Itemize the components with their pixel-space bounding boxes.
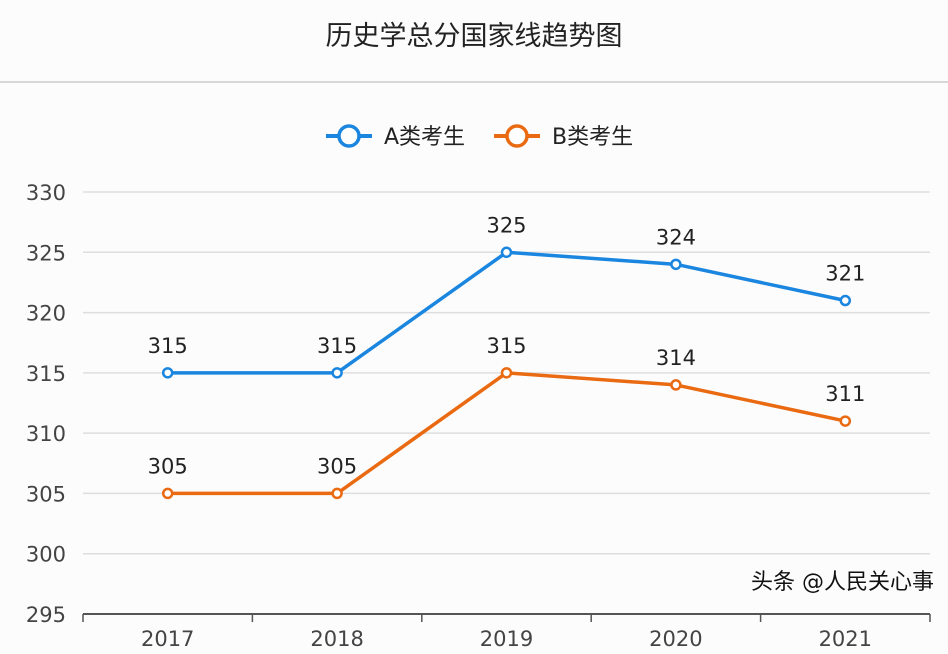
legend-label: B类考生 — [552, 125, 633, 150]
x-tick-label: 2020 — [649, 627, 702, 651]
data-point — [670, 258, 682, 271]
data-point — [161, 367, 174, 379]
y-tick-label: 310 — [26, 422, 66, 446]
data-label: 305 — [148, 454, 188, 478]
data-label: 321 — [825, 262, 865, 286]
title-divider — [0, 81, 948, 83]
data-point — [331, 367, 343, 379]
x-tick-label: 2017 — [141, 627, 194, 651]
x-tick-label: 2021 — [819, 627, 872, 651]
y-tick-label: 320 — [26, 302, 66, 326]
data-point — [839, 415, 852, 427]
y-tick-label: 305 — [26, 482, 66, 506]
legend-marker — [505, 124, 529, 148]
data-point — [500, 246, 513, 259]
y-tick-label: 330 — [26, 181, 66, 205]
data-label: 315 — [486, 334, 526, 358]
data-point — [670, 379, 682, 391]
data-point — [500, 367, 513, 379]
y-tick-label: 295 — [26, 603, 66, 627]
x-tick-label: 2018 — [310, 627, 363, 651]
legend-marker — [337, 124, 361, 148]
y-tick-label: 325 — [26, 241, 66, 265]
data-point — [161, 487, 174, 500]
data-label: 325 — [486, 213, 526, 237]
data-label: 315 — [317, 334, 357, 358]
watermark: 头条 @人民关心事 — [751, 570, 934, 595]
y-tick-label: 300 — [26, 543, 66, 567]
y-tick-label: 315 — [26, 362, 66, 386]
data-label: 324 — [656, 225, 696, 249]
data-point — [331, 487, 343, 500]
legend-label: A类考生 — [384, 125, 465, 150]
data-label: 314 — [656, 346, 696, 370]
data-label: 315 — [148, 334, 188, 358]
data-point — [839, 294, 852, 307]
chart-title: 历史学总分国家线趋势图 — [325, 21, 623, 52]
x-tick-label: 2019 — [480, 627, 533, 651]
data-label: 311 — [825, 382, 865, 406]
data-label: 305 — [317, 454, 357, 478]
